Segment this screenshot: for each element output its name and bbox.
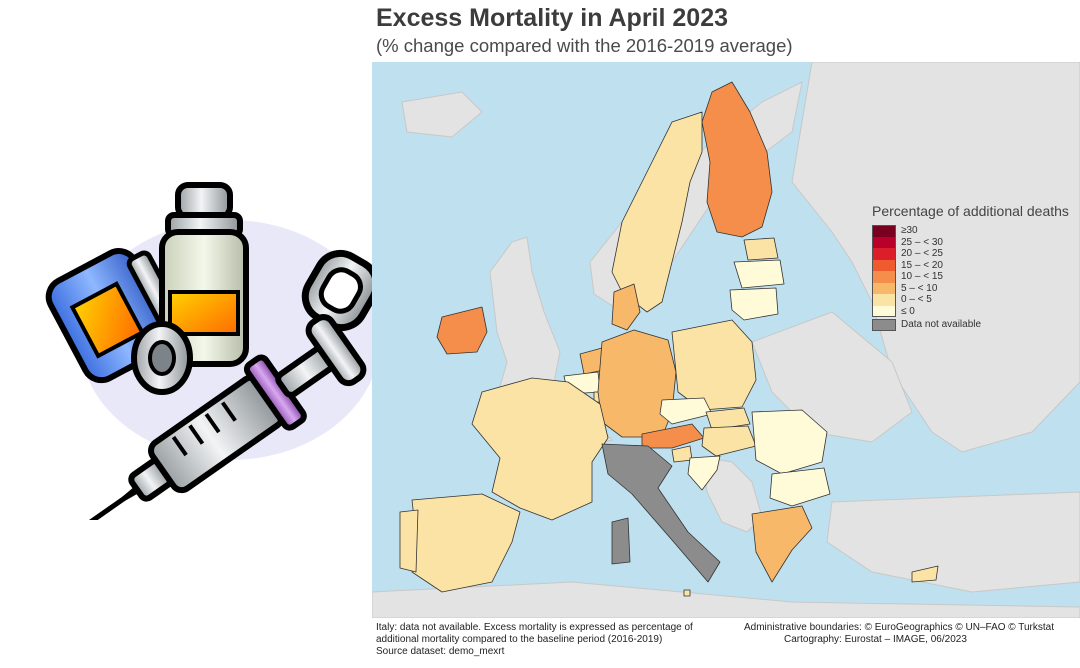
map-title: Excess Mortality in April 2023 (376, 4, 729, 32)
country-slovenia (671, 445, 693, 463)
country-sweden (611, 111, 703, 313)
legend-swatch (872, 271, 896, 283)
legend-label: ≤ 0 (901, 305, 915, 317)
footer-credit-line: Cartography: Eurostat – IMAGE, 06/2023 (784, 634, 967, 645)
country-germany (597, 329, 677, 438)
legend-swatch (872, 236, 896, 248)
legend-item: 5 – < 10 (872, 282, 1080, 294)
country-france (471, 377, 609, 521)
country-lithuania (729, 287, 779, 321)
vaccine-vial-syringe-icon (20, 180, 380, 572)
legend-swatch (872, 225, 896, 237)
legend-item: ≤ 0 (872, 305, 1080, 317)
footer-source-line: Source dataset: demo_mexrt (376, 646, 505, 657)
country-estonia (743, 237, 779, 261)
footer-note-line: Italy: data not available. Excess mortal… (376, 622, 693, 633)
legend-swatch (872, 259, 896, 271)
legend-swatch-na (872, 319, 896, 331)
country-poland (671, 319, 757, 411)
country-greece (751, 505, 813, 583)
country-romania (751, 409, 828, 475)
africa-region (372, 581, 1080, 618)
iceland-region (401, 91, 483, 138)
legend-item: 25 – < 30 (872, 236, 1080, 248)
country-ireland (436, 306, 488, 355)
country-hungary (701, 425, 757, 457)
country-czechia (659, 397, 713, 425)
legend-item: 10 – < 15 (872, 271, 1080, 283)
footer-credit-line: Administrative boundaries: © EuroGeograp… (744, 622, 1055, 633)
legend-label-na: Data not available (901, 319, 982, 331)
country-latvia (733, 259, 785, 289)
legend-item: 20 – < 25 (872, 248, 1080, 260)
legend-title: Percentage of additional deaths (872, 203, 1069, 219)
footer-note-line: additional mortality compared to the bas… (376, 634, 663, 645)
legend-item: 0 – < 5 (872, 294, 1080, 306)
country-bulgaria (769, 467, 831, 507)
legend-label: 15 – < 20 (901, 259, 943, 271)
legend-swatch (872, 294, 896, 306)
legend-label: 5 – < 10 (901, 282, 938, 294)
legend-swatch (872, 282, 896, 294)
uk-region (489, 236, 561, 403)
country-spain (411, 493, 521, 593)
country-cyprus (911, 565, 939, 583)
legend-swatch (872, 305, 896, 317)
footer-credits: Administrative boundaries: © EuroGeograp… (744, 622, 1080, 646)
country-denmark (611, 283, 641, 331)
country-croatia (687, 455, 721, 491)
country-portugal (399, 509, 419, 573)
map-legend: Percentage of additional deaths ≥30 25 –… (872, 203, 1080, 331)
country-finland (701, 81, 773, 238)
country-malta (683, 589, 691, 597)
legend-item-na: Data not available (872, 319, 1080, 331)
map-subtitle: (% change compared with the 2016-2019 av… (376, 35, 793, 56)
turkey-region (826, 491, 1080, 593)
russia-region (791, 62, 1080, 453)
legend-rows: ≥30 25 – < 30 20 – < 25 15 – < 20 10 – <… (872, 225, 1080, 331)
ukraine-belarus (751, 311, 913, 443)
legend-label: 25 – < 30 (901, 236, 943, 248)
legend-item: ≥30 (872, 225, 1080, 237)
footer-notes: Italy: data not available. Excess mortal… (376, 622, 736, 658)
legend-label: 10 – < 15 (901, 271, 943, 283)
country-slovakia (705, 407, 751, 431)
legend-label: ≥30 (901, 225, 918, 237)
legend-item: 15 – < 20 (872, 259, 1080, 271)
legend-label: 20 – < 25 (901, 248, 943, 260)
country-sardinia (611, 517, 631, 565)
legend-swatch (872, 248, 896, 260)
country-italy (601, 443, 721, 583)
europe-map (372, 62, 1080, 618)
legend-label: 0 – < 5 (901, 294, 932, 306)
